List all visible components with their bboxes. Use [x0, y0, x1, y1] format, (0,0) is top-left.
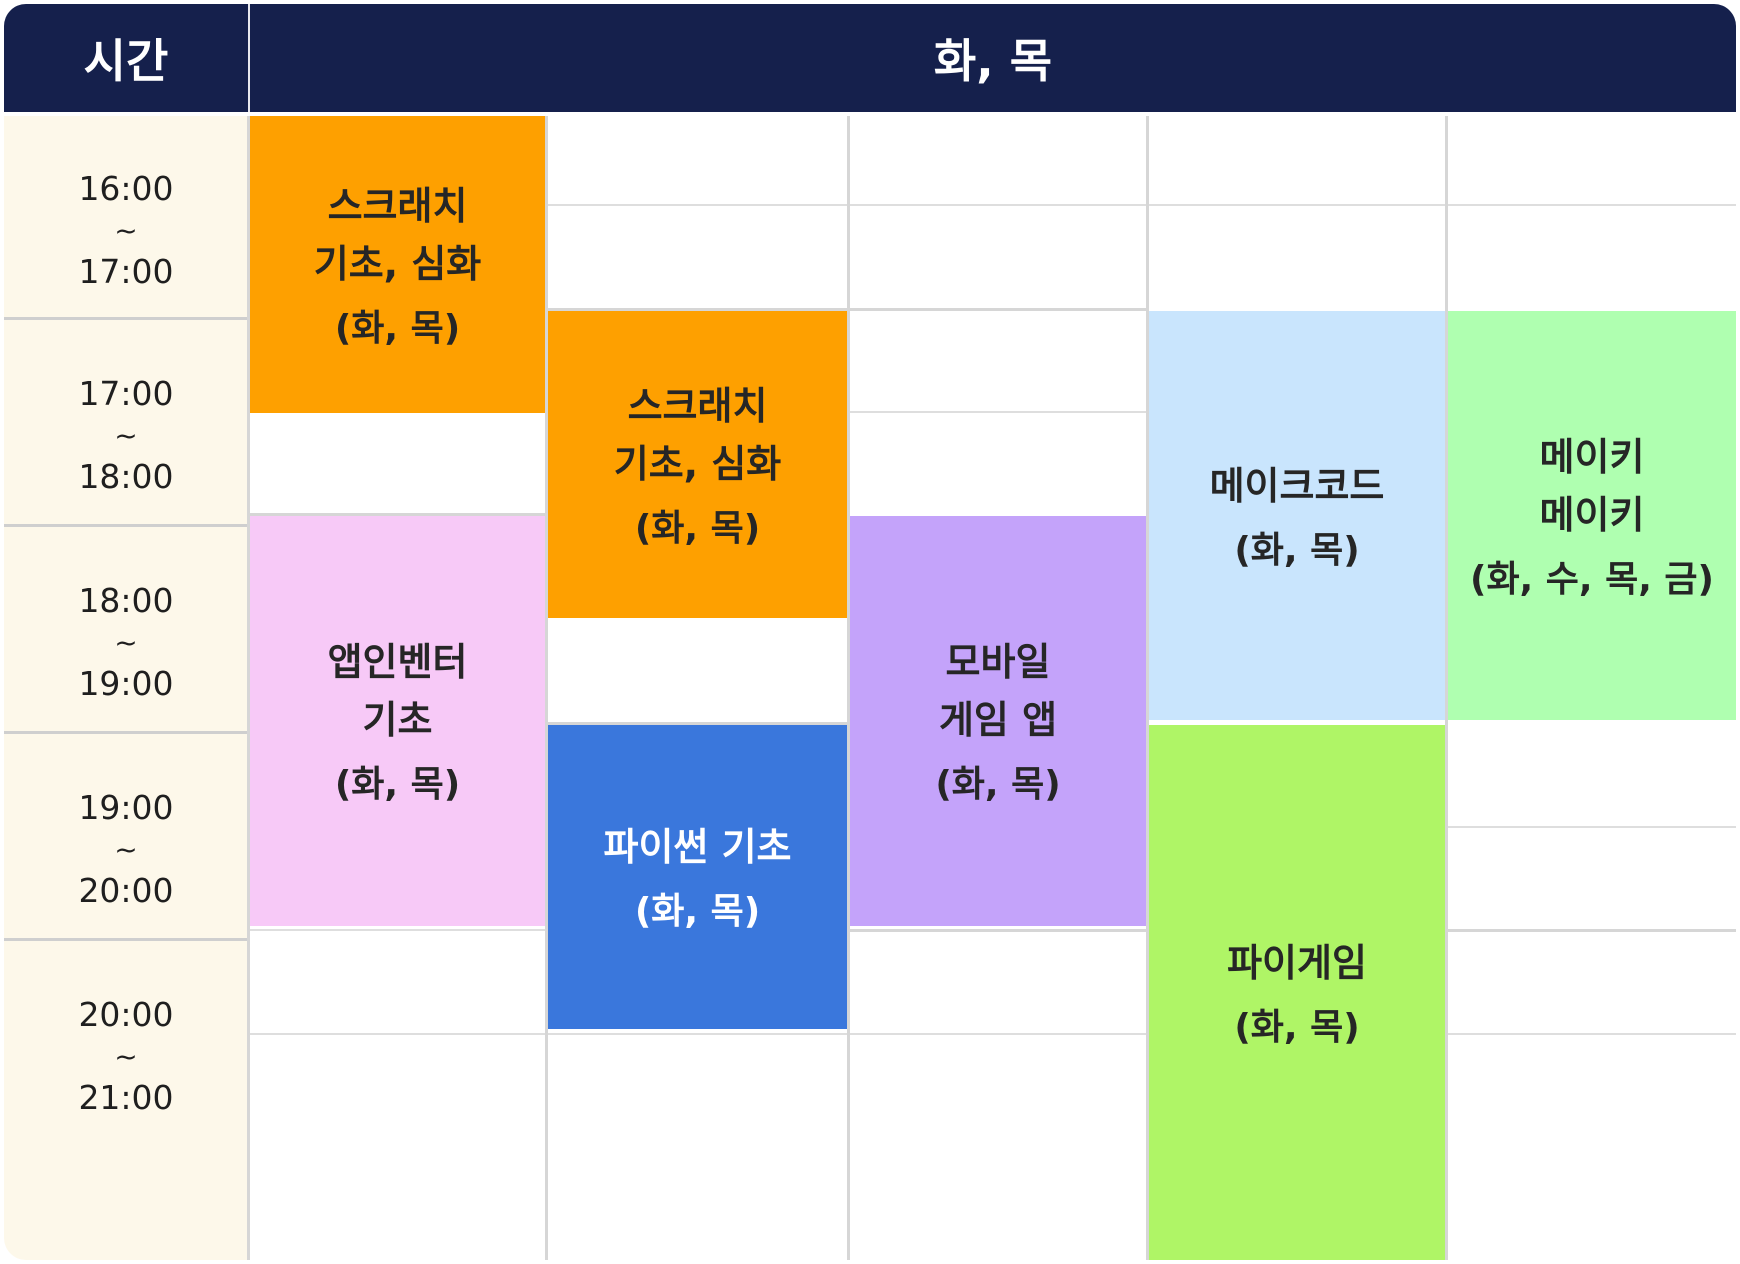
class-name: 스크래치 기초, 심화 — [313, 183, 482, 286]
grid-line — [1448, 1033, 1736, 1035]
time-start: 19:00 — [78, 788, 174, 827]
grid-line — [250, 1033, 545, 1035]
time-column: 16:00 ~ 17:00 17:00 ~ 18:00 18:00 ~ 19:0… — [4, 116, 248, 1260]
grid-line — [850, 411, 1146, 413]
grid-line — [545, 116, 548, 1260]
class-block-scratch[interactable]: 스크래치 기초, 심화 (화, 목) — [548, 311, 847, 618]
header-days: 화, 목 — [250, 4, 1736, 112]
time-end: 17:00 — [78, 252, 174, 291]
grid-line — [250, 513, 545, 516]
grid-line — [847, 116, 850, 1260]
time-start: 20:00 — [78, 995, 174, 1034]
grid-line — [850, 308, 1146, 311]
class-days: (화, 목) — [1234, 1006, 1360, 1048]
time-start: 16:00 — [78, 169, 174, 208]
class-block-makey-makey[interactable]: 메이키 메이키 (화, 수, 목, 금) — [1448, 311, 1736, 720]
class-name: 파이게임 — [1227, 940, 1367, 985]
time-slot: 18:00 ~ 19:00 — [4, 528, 248, 756]
time-slot: 20:00 ~ 21:00 — [4, 942, 248, 1170]
grid-line — [1448, 929, 1736, 932]
class-days: (화, 목) — [634, 507, 761, 549]
time-divider — [4, 317, 248, 320]
class-name: 메이크코드 — [1209, 463, 1385, 508]
time-divider — [4, 938, 248, 941]
class-name: 모바일 게임 앱 — [938, 640, 1058, 742]
time-separator: ~ — [114, 214, 138, 247]
time-slot: 19:00 ~ 20:00 — [4, 735, 248, 963]
grid-line — [1146, 116, 1149, 1260]
grid-line — [548, 1033, 847, 1035]
grid-line — [247, 116, 250, 1260]
grid-line — [850, 929, 1146, 932]
time-slot: 17:00 ~ 18:00 — [4, 321, 248, 549]
grid-line — [850, 204, 1146, 206]
time-separator: ~ — [114, 1040, 138, 1073]
class-days: (화, 목) — [334, 764, 461, 805]
grid-line — [1149, 204, 1445, 206]
class-block-pygame[interactable]: 파이게임 (화, 목) — [1149, 725, 1445, 1260]
time-end: 21:00 — [78, 1078, 174, 1117]
grid-line — [548, 722, 847, 725]
class-days: (화, 목) — [1234, 529, 1360, 571]
class-days: (화, 목) — [935, 764, 1061, 805]
time-separator: ~ — [114, 626, 138, 659]
class-block-mobile-game-app[interactable]: 모바일 게임 앱 (화, 목) — [850, 516, 1146, 926]
class-days: (화, 목) — [334, 307, 461, 349]
grid-line — [850, 1033, 1146, 1035]
timetable: 시간 화, 목 16:00 ~ 17:00 17:00 ~ 18:00 18:0… — [4, 4, 1736, 1260]
grid-line — [548, 204, 847, 206]
header-time: 시간 — [4, 4, 248, 112]
class-name: 앱인벤터 기초 — [327, 640, 468, 742]
time-end: 18:00 — [78, 457, 174, 496]
class-days: (화, 목) — [634, 891, 761, 932]
grid-line — [1448, 826, 1736, 828]
class-block-python[interactable]: 파이썬 기초 (화, 목) — [548, 725, 847, 1029]
header-divider — [248, 4, 250, 112]
time-start: 18:00 — [78, 581, 174, 620]
grid-line — [250, 929, 545, 931]
time-start: 17:00 — [78, 374, 174, 413]
time-end: 19:00 — [78, 664, 174, 703]
class-name: 메이키 메이키 — [1539, 434, 1645, 537]
time-separator: ~ — [114, 419, 138, 452]
grid-line — [548, 308, 847, 311]
class-name: 파이썬 기초 — [603, 825, 792, 869]
class-block-scratch[interactable]: 스크래치 기초, 심화 (화, 목) — [250, 116, 545, 413]
grid-line — [1445, 116, 1448, 1260]
time-slot: 16:00 ~ 17:00 — [4, 116, 248, 344]
grid-line — [1448, 204, 1736, 206]
class-name: 스크래치 기초, 심화 — [613, 383, 782, 486]
time-divider — [4, 731, 248, 734]
time-divider — [4, 524, 248, 527]
class-block-makecode[interactable]: 메이크코드 (화, 목) — [1149, 311, 1445, 720]
time-separator: ~ — [114, 833, 138, 866]
time-end: 20:00 — [78, 871, 174, 910]
class-days: (화, 수, 목, 금) — [1469, 558, 1714, 600]
class-block-app-inventor[interactable]: 앱인벤터 기초 (화, 목) — [250, 516, 545, 926]
